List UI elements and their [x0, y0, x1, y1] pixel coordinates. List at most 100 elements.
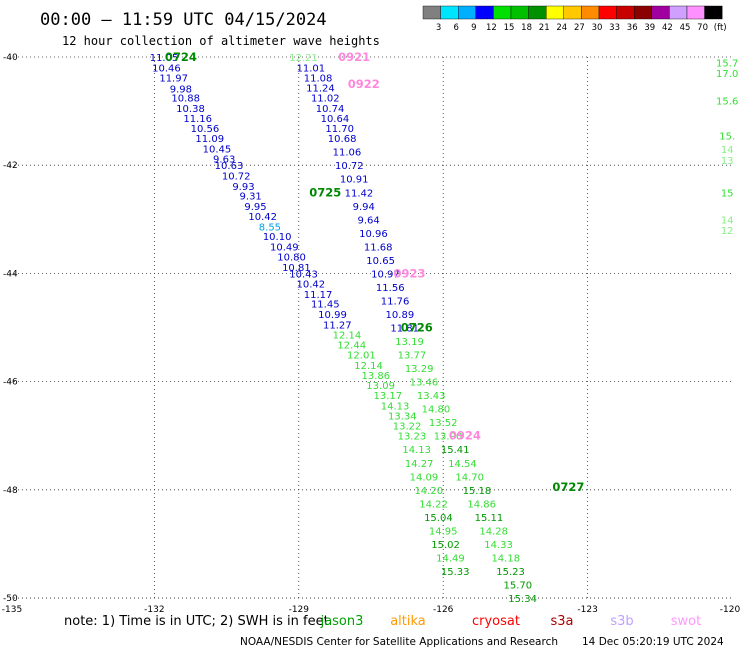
wave-height-value: 13.34	[388, 412, 417, 423]
wave-height-value: 11.05	[150, 53, 179, 64]
x-tick-label: -123	[577, 605, 597, 615]
wave-height-value: 13.86	[361, 371, 390, 382]
wave-height-value: 11.09	[195, 134, 224, 145]
wave-height-value: 15.02	[431, 540, 460, 551]
wave-height-value: 14.18	[491, 553, 520, 564]
wave-height-value: 14.22	[419, 499, 448, 510]
wave-height-value: 17.0	[716, 69, 738, 80]
wave-height-value: 14.95	[429, 526, 458, 537]
wave-height-value: 12.14	[354, 361, 383, 372]
wave-height-value: 10.68	[328, 134, 357, 145]
pass-time-labels: 0724 0921 0922 0725 0923 0726 0924 0727	[165, 50, 584, 494]
y-tick-label: -40	[3, 53, 18, 63]
color-scale-label: 42	[662, 23, 673, 33]
wave-height-value: 15.7	[716, 58, 738, 69]
satellite-name: altika	[390, 614, 426, 629]
y-tick-label: -44	[3, 269, 18, 279]
page-subtitle: 12 hour collection of altimeter wave hei…	[62, 34, 380, 48]
footer-timestamp: 14 Dec 05:20:19 UTC 2024	[582, 636, 724, 648]
wave-height-value: 9.64	[357, 215, 379, 226]
x-tick-label: -132	[144, 605, 164, 615]
pass-time-label: 0724	[165, 50, 197, 64]
color-swatch	[651, 5, 670, 20]
axis-ticks: -135 -132 -129 -126 -123 -120 -40 -42 -44 -46 -48 -…	[2, 53, 740, 615]
color-swatch	[546, 5, 565, 20]
pass-time-label: 0922	[348, 77, 380, 91]
plot-grid	[10, 56, 732, 599]
wave-height-value: 10.42	[248, 212, 277, 223]
wave-height-value: 10.65	[366, 256, 395, 267]
wave-height-value: 13.90	[434, 432, 463, 443]
wave-height-value: 13.19	[395, 337, 424, 348]
wave-height-value: 10.74	[316, 104, 345, 115]
wave-height-value: 13.43	[417, 391, 446, 402]
wave-height-value: 10.64	[321, 114, 350, 125]
color-scale-label: 45	[680, 23, 691, 33]
color-swatch	[581, 5, 600, 20]
wave-height-value: 14	[721, 145, 734, 156]
wave-height-value: 10.80	[277, 253, 306, 264]
wave-height-value: 9.31	[240, 191, 262, 202]
wave-height-value: 11.97	[159, 74, 188, 85]
color-scale-label: 12	[486, 23, 497, 33]
wave-height-value: 9.94	[353, 202, 375, 213]
color-swatch	[422, 5, 441, 20]
color-scale-legend: 3 6 9 12 15 18 21 24 27 30 33 36 39 42 45 70 (ft)	[422, 5, 727, 33]
wave-height-value: 15.70	[503, 580, 532, 591]
wave-height-value: 10.38	[176, 104, 205, 115]
wave-height-value: 12.01	[347, 351, 376, 362]
satellite-legend: jason3 altika cryosat s3a s3b swot	[320, 614, 702, 629]
wave-height-value: 12.21	[289, 53, 318, 64]
wave-height-value: 12.44	[337, 340, 366, 351]
wave-height-value: 11.45	[311, 300, 340, 311]
color-scale-label: 27	[574, 23, 585, 33]
wave-height-value: 12	[721, 226, 734, 237]
wave-height-value: 10.89	[386, 310, 415, 321]
wave-height-value: 15.41	[441, 445, 470, 456]
y-tick-label: -50	[3, 594, 18, 604]
wave-height-value: 10.72	[335, 161, 364, 172]
wave-height-value: 11.02	[311, 94, 340, 105]
wave-height-value: 11.68	[364, 242, 393, 253]
wave-height-value: 10.42	[297, 280, 326, 291]
color-swatch	[563, 5, 582, 20]
wave-height-value: 14.70	[455, 472, 484, 483]
pass-time-label: 0726	[401, 321, 433, 335]
color-swatch	[616, 5, 635, 20]
wave-height-value: 14	[721, 215, 734, 226]
color-scale-label: 18	[521, 23, 532, 33]
color-swatch	[458, 5, 477, 20]
wave-height-value: 10.49	[270, 242, 299, 253]
x-tick-label: -126	[433, 605, 454, 615]
wave-height-value: 10.91	[340, 175, 369, 186]
wave-height-value: 15	[721, 188, 734, 199]
color-swatch	[475, 5, 494, 20]
color-scale-label: (ft)	[714, 23, 727, 33]
color-scale-label: 39	[644, 23, 655, 33]
wave-height-value: 9.95	[244, 202, 266, 213]
color-swatch	[598, 5, 617, 20]
wave-height-value: 11.70	[325, 124, 354, 135]
x-tick-label: -120	[720, 605, 740, 615]
wave-height-value: 10.99	[318, 310, 347, 321]
y-tick-label: -42	[3, 161, 18, 171]
satellite-name: s3a	[550, 614, 573, 629]
color-scale-label: 9	[471, 23, 476, 33]
wave-height-value: 15.33	[441, 567, 470, 578]
wave-height-value: 14.09	[410, 472, 439, 483]
x-tick-label: -129	[289, 605, 310, 615]
color-scale-label: 15	[504, 23, 515, 33]
color-swatch	[528, 5, 547, 20]
color-scale-label: 70	[697, 23, 708, 33]
satellite-name: jason3	[320, 614, 364, 629]
pass-time-label: 0923	[393, 266, 425, 280]
wave-height-value: 14.80	[422, 405, 451, 416]
pass-time-label: 0921	[338, 50, 370, 64]
wave-height-value: 15.23	[496, 567, 525, 578]
y-tick-label: -48	[3, 486, 18, 496]
wave-height-value: 9.63	[213, 155, 235, 166]
color-swatch	[510, 5, 529, 20]
wave-height-value: 13.52	[429, 418, 458, 429]
color-swatch	[669, 5, 688, 20]
wave-height-value: 11.42	[345, 188, 374, 199]
